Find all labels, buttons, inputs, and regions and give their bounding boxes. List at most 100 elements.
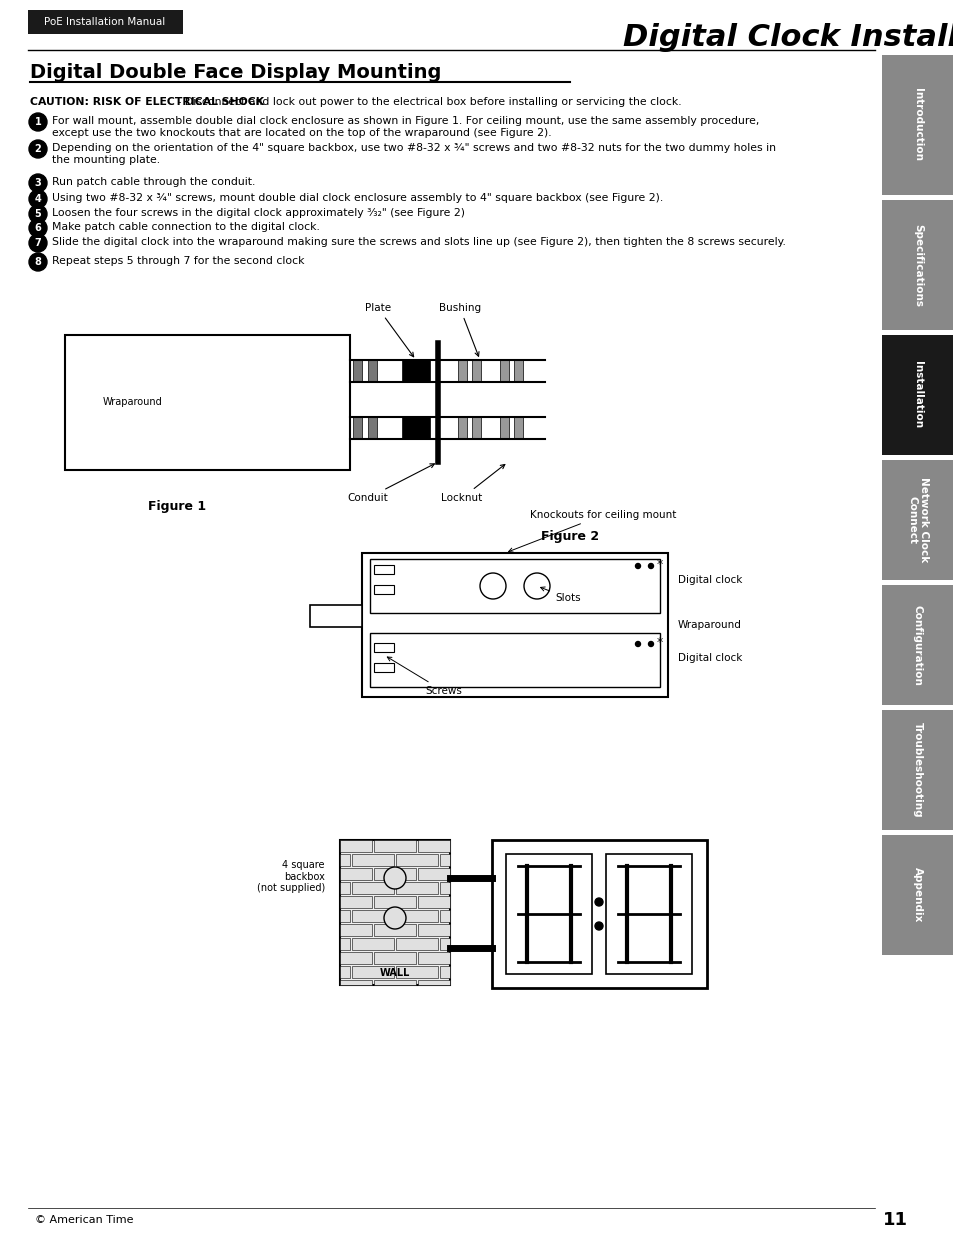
Text: 8: 8 [34,257,41,267]
Text: Run patch cable through the conduit.: Run patch cable through the conduit. [52,177,255,186]
Bar [417,924,450,936]
Circle shape [29,140,47,158]
Circle shape [648,641,653,646]
Text: Wraparound: Wraparound [678,620,741,630]
Bar [882,200,953,330]
Bar [499,359,509,382]
Text: Locknut: Locknut [441,464,504,503]
Bar [374,981,416,986]
Text: Repeat steps 5 through 7 for the second clock: Repeat steps 5 through 7 for the second … [52,256,304,266]
Bar [492,840,706,988]
Text: Conduit: Conduit [347,464,434,503]
Bar [353,359,361,382]
Text: Digital clock: Digital clock [678,653,741,663]
Bar [370,634,659,687]
Text: 4: 4 [34,194,41,204]
Bar [417,981,450,986]
Bar [439,882,450,894]
Bar [395,939,437,950]
Bar [65,335,350,471]
Text: Bushing: Bushing [438,303,480,356]
Bar [352,882,394,894]
Circle shape [29,112,47,131]
Bar [472,417,480,438]
Bar [339,981,372,986]
Bar [505,853,592,974]
Text: Depending on the orientation of the 4" square backbox, use two #8-32 x ¾" screws: Depending on the orientation of the 4" s… [52,143,775,164]
Circle shape [29,233,47,252]
Circle shape [29,205,47,224]
Bar [401,417,430,438]
Bar [310,605,361,627]
Text: © American Time: © American Time [35,1215,133,1225]
Bar [28,10,183,35]
Text: WALL: WALL [379,968,410,978]
Text: Figure 2: Figure 2 [540,530,598,543]
Bar [882,585,953,705]
Bar [352,966,394,978]
Bar [439,939,450,950]
Bar [352,853,394,866]
Bar [339,924,372,936]
Bar [368,359,376,382]
Bar [339,952,372,965]
Text: Figure 1: Figure 1 [149,500,207,513]
Bar [370,559,659,613]
Text: Plate: Plate [365,303,414,357]
Bar [417,868,450,881]
Bar [339,897,372,908]
Bar [605,853,691,974]
Bar [374,585,394,594]
Text: 5: 5 [34,209,41,219]
Circle shape [29,190,47,207]
Text: 4 square
backbox
(not supplied): 4 square backbox (not supplied) [256,860,325,893]
Text: Configuration: Configuration [912,605,923,685]
Bar [352,939,394,950]
Bar [374,663,394,672]
Text: Appendix: Appendix [912,867,923,923]
Circle shape [29,253,47,270]
Bar [339,853,350,866]
Bar [374,840,416,852]
Bar [339,966,350,978]
Bar [439,966,450,978]
Bar [514,417,522,438]
Bar [395,882,437,894]
Text: Introduction: Introduction [912,89,923,162]
Bar [457,359,467,382]
Text: Slide the digital clock into the wraparound making sure the screws and slots lin: Slide the digital clock into the wraparo… [52,237,785,247]
Bar [457,417,467,438]
Bar [882,459,953,580]
Text: PoE Installation Manual: PoE Installation Manual [45,17,166,27]
Bar [339,868,372,881]
Circle shape [635,563,639,568]
Text: 7: 7 [34,238,41,248]
Bar [339,840,372,852]
Text: Wraparound: Wraparound [103,396,163,408]
Bar [395,966,437,978]
Text: - Disconnect and lock out power to the electrical box before installing or servi: - Disconnect and lock out power to the e… [173,98,680,107]
Bar [882,56,953,195]
Text: Digital Double Face Display Mounting: Digital Double Face Display Mounting [30,63,441,82]
Bar [339,882,350,894]
Text: Using two #8-32 x ¾" screws, mount double dial clock enclosure assembly to 4" sq: Using two #8-32 x ¾" screws, mount doubl… [52,193,662,203]
Circle shape [479,573,505,599]
Bar [374,952,416,965]
Bar [395,910,437,923]
Text: 11: 11 [882,1212,906,1229]
Text: Loosen the four screws in the digital clock approximately ³⁄₃₂" (see Figure 2): Loosen the four screws in the digital cl… [52,207,464,219]
Circle shape [648,563,653,568]
Text: For wall mount, assemble double dial clock enclosure as shown in Figure 1. For c: For wall mount, assemble double dial clo… [52,116,759,137]
Bar [514,359,522,382]
Bar [472,359,480,382]
Text: Network Clock
Connect: Network Clock Connect [906,478,928,563]
Bar [374,564,394,574]
Circle shape [523,573,550,599]
Text: Screws: Screws [387,657,461,697]
Text: Installation: Installation [912,362,923,429]
Text: Digital clock: Digital clock [678,576,741,585]
Bar [395,853,437,866]
Text: Slots: Slots [540,587,580,603]
Bar [374,643,394,652]
Bar [352,910,394,923]
